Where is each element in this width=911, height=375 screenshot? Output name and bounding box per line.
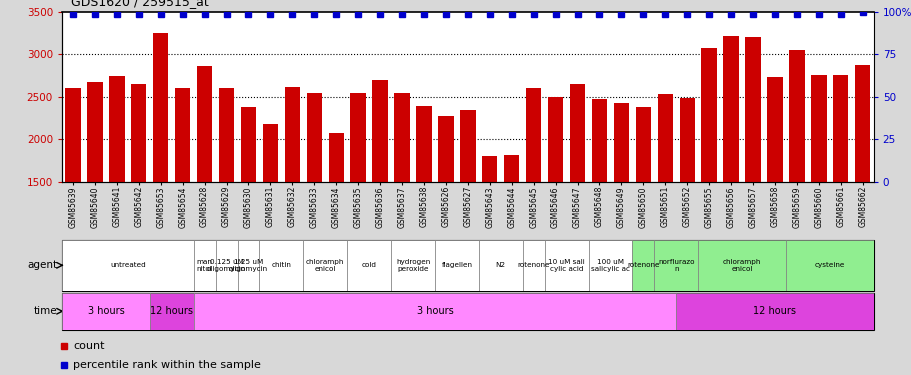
- Bar: [613, 103, 629, 309]
- Bar: [631, 240, 653, 291]
- Bar: [548, 97, 563, 309]
- Bar: [785, 240, 873, 291]
- Bar: [109, 76, 125, 309]
- Bar: [522, 240, 544, 291]
- Bar: [653, 240, 698, 291]
- Bar: [526, 88, 541, 309]
- Bar: [810, 75, 825, 309]
- Bar: [284, 87, 300, 309]
- Bar: [635, 107, 650, 309]
- Bar: [262, 124, 278, 309]
- Text: norflurazo
n: norflurazo n: [658, 259, 694, 272]
- Bar: [478, 240, 522, 291]
- Text: 100 uM
salicylic ac: 100 uM salicylic ac: [590, 259, 630, 272]
- Bar: [328, 133, 343, 309]
- Bar: [219, 88, 234, 309]
- Text: chloramph
enicol: chloramph enicol: [722, 259, 761, 272]
- Text: flagellen: flagellen: [441, 262, 472, 268]
- Text: 10 uM sali
cylic acid: 10 uM sali cylic acid: [548, 259, 584, 272]
- Bar: [679, 98, 694, 309]
- Bar: [193, 292, 676, 330]
- Text: N2: N2: [496, 262, 506, 268]
- Bar: [197, 66, 212, 309]
- Text: rotenone: rotenone: [627, 262, 659, 268]
- Bar: [391, 240, 435, 291]
- Bar: [657, 93, 672, 309]
- Text: time: time: [34, 306, 57, 316]
- Bar: [175, 88, 190, 309]
- Bar: [676, 292, 873, 330]
- Bar: [788, 50, 804, 309]
- Bar: [569, 84, 585, 309]
- Text: hydrogen
peroxide: hydrogen peroxide: [395, 259, 430, 272]
- Text: count: count: [73, 341, 105, 351]
- Bar: [131, 84, 147, 309]
- Text: 12 hours: 12 hours: [150, 306, 193, 316]
- Bar: [766, 77, 782, 309]
- Text: percentile rank within the sample: percentile rank within the sample: [73, 360, 261, 370]
- Text: untreated: untreated: [110, 262, 146, 268]
- Text: GDS1620 / 259515_at: GDS1620 / 259515_at: [71, 0, 209, 8]
- Text: chitin: chitin: [271, 262, 291, 268]
- Bar: [66, 88, 80, 309]
- Bar: [241, 107, 256, 309]
- Text: rotenone: rotenone: [517, 262, 549, 268]
- Bar: [504, 155, 519, 309]
- Bar: [149, 292, 193, 330]
- Bar: [87, 82, 103, 309]
- Bar: [698, 240, 785, 291]
- Bar: [591, 99, 607, 309]
- Text: cold: cold: [362, 262, 376, 268]
- Bar: [855, 64, 869, 309]
- Text: chloramph
enicol: chloramph enicol: [306, 259, 344, 272]
- Bar: [350, 93, 365, 309]
- Bar: [62, 292, 149, 330]
- Bar: [438, 117, 453, 309]
- Bar: [347, 240, 391, 291]
- Bar: [193, 240, 215, 291]
- Bar: [303, 240, 347, 291]
- Bar: [435, 240, 478, 291]
- Bar: [722, 36, 738, 309]
- Text: 0.125 uM
oligomycin: 0.125 uM oligomycin: [207, 259, 246, 272]
- Bar: [544, 240, 588, 291]
- Bar: [744, 38, 760, 309]
- Bar: [460, 110, 475, 309]
- Bar: [259, 240, 303, 291]
- Bar: [415, 106, 431, 309]
- Bar: [215, 240, 237, 291]
- Text: man
nitol: man nitol: [197, 259, 212, 272]
- Bar: [701, 48, 716, 309]
- Bar: [62, 240, 193, 291]
- Bar: [482, 156, 496, 309]
- Bar: [394, 93, 409, 309]
- Bar: [153, 33, 169, 309]
- Bar: [588, 240, 631, 291]
- Bar: [306, 93, 322, 309]
- Text: 12 hours: 12 hours: [752, 306, 795, 316]
- Text: 1.25 uM
oligomycin: 1.25 uM oligomycin: [229, 259, 268, 272]
- Bar: [237, 240, 259, 291]
- Bar: [372, 80, 387, 309]
- Text: cysteine: cysteine: [814, 262, 844, 268]
- Bar: [833, 75, 847, 309]
- Text: 3 hours: 3 hours: [87, 306, 124, 316]
- Text: agent: agent: [27, 260, 57, 270]
- Text: 3 hours: 3 hours: [416, 306, 453, 316]
